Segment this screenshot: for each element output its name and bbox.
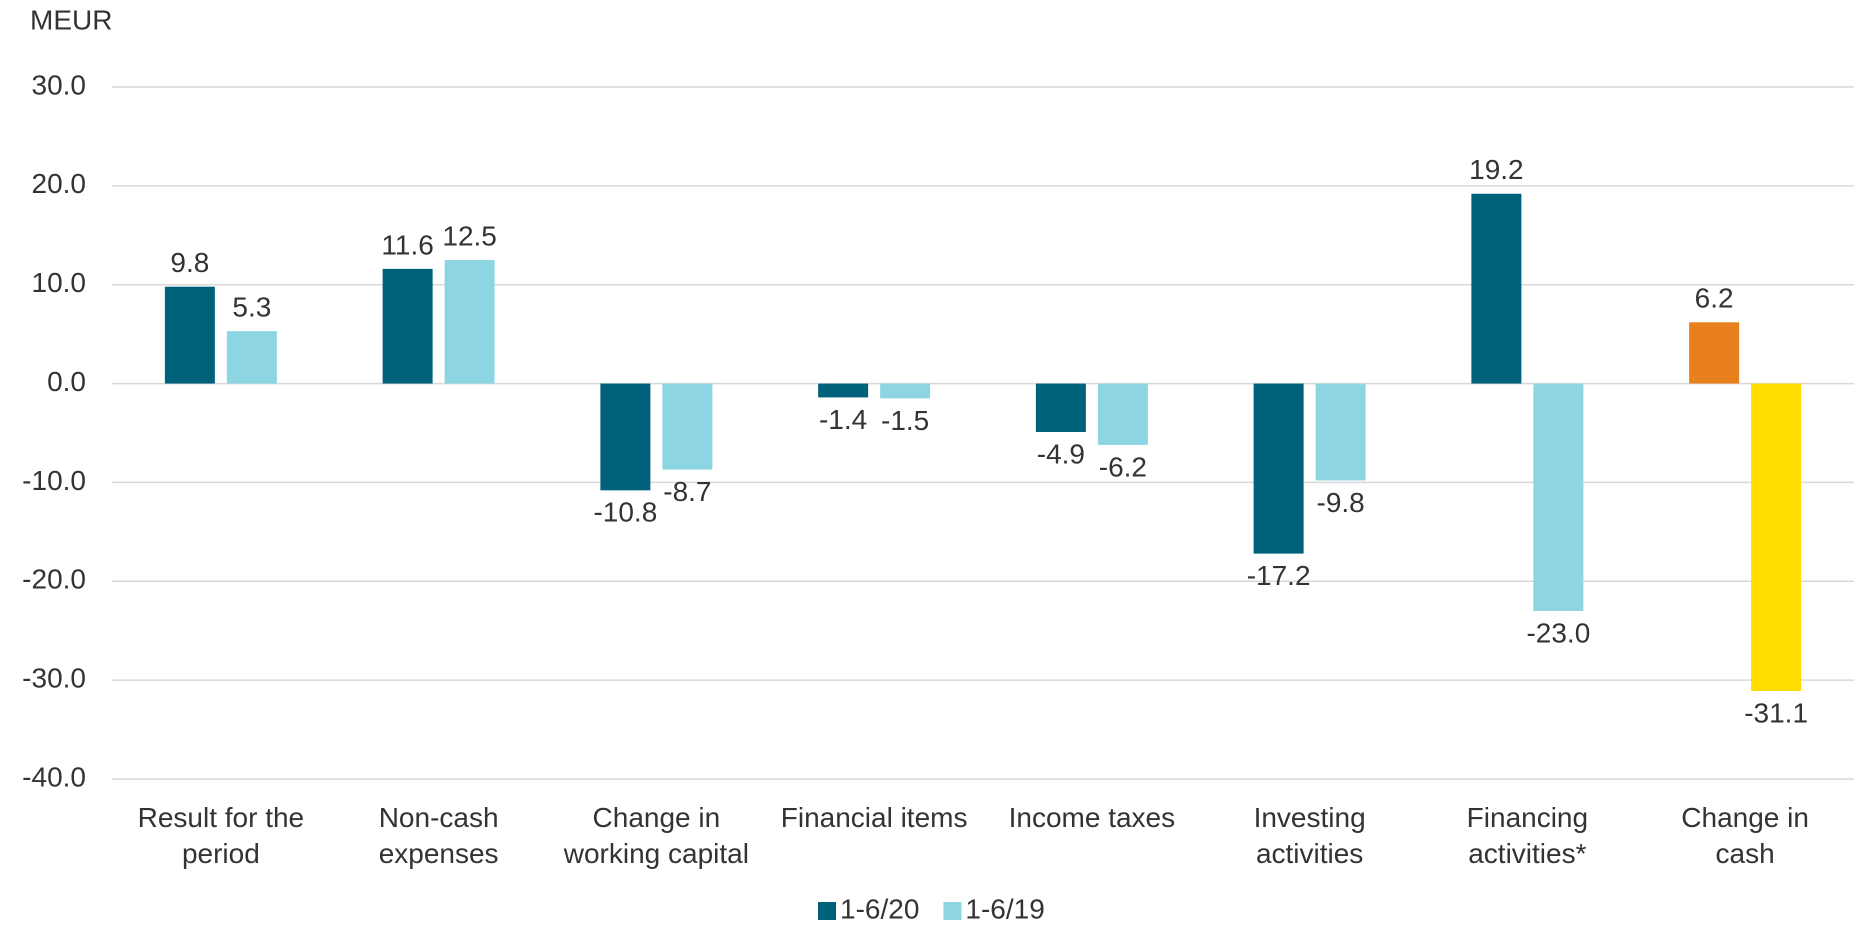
legend-label: 1-6/19 [965,893,1044,924]
data-label: 6.2 [1695,283,1734,314]
data-label: 19.2 [1469,154,1524,185]
bar [1035,383,1086,433]
data-label: -8.7 [663,476,711,507]
legend-swatch [818,902,836,920]
bar [1097,383,1148,445]
data-label: -6.2 [1099,451,1147,482]
data-label: -17.2 [1247,560,1311,591]
data-label: 9.8 [170,247,209,278]
bar [1689,322,1740,384]
x-tick-label: Income taxes [1008,802,1176,833]
legend-label: 1-6/20 [840,893,919,924]
bar [1471,193,1522,384]
data-label: 11.6 [381,229,433,260]
x-tick-label: Result for the period [137,802,305,869]
y-tick-label: -10.0 [22,465,86,496]
bar [226,331,277,384]
x-tick-label: Non-cash expenses [378,802,499,869]
bar [164,286,215,384]
bar [382,268,433,384]
bar [444,260,495,384]
y-tick-label: -40.0 [22,761,86,792]
bar [1533,383,1584,611]
legend-swatch [943,902,962,920]
y-tick-label: 30.0 [32,69,87,100]
bar [1751,383,1802,692]
bar [818,383,869,398]
data-label: -1.4 [819,404,867,435]
y-tick-label: -30.0 [22,663,86,694]
data-label: 12.5 [442,220,497,251]
x-tick-label: Financial items [780,802,968,833]
data-label: -10.8 [593,497,657,528]
data-label: -1.5 [881,405,929,436]
y-tick-label: 20.0 [32,168,87,199]
data-label: 5.3 [232,292,271,323]
data-label: -23.0 [1526,617,1590,648]
bar [600,383,651,491]
y-tick-label: -20.0 [22,564,86,595]
y-tick-label: 0.0 [47,366,86,397]
bar [1253,383,1304,554]
y-tick-label: 10.0 [32,267,87,298]
bar [1315,383,1366,481]
y-axis-label: MEUR [30,4,112,35]
x-tick-label: Change in cash [1681,802,1809,869]
x-tick-label: Financing activities* [1466,802,1589,869]
bar [662,383,713,470]
data-label: -4.9 [1037,438,1085,469]
x-tick-label: Change in working capital [563,802,749,869]
bar [880,383,931,399]
data-label: -31.1 [1744,697,1808,728]
x-tick-label: Investing activities [1253,802,1366,869]
data-label: -9.8 [1317,487,1365,518]
